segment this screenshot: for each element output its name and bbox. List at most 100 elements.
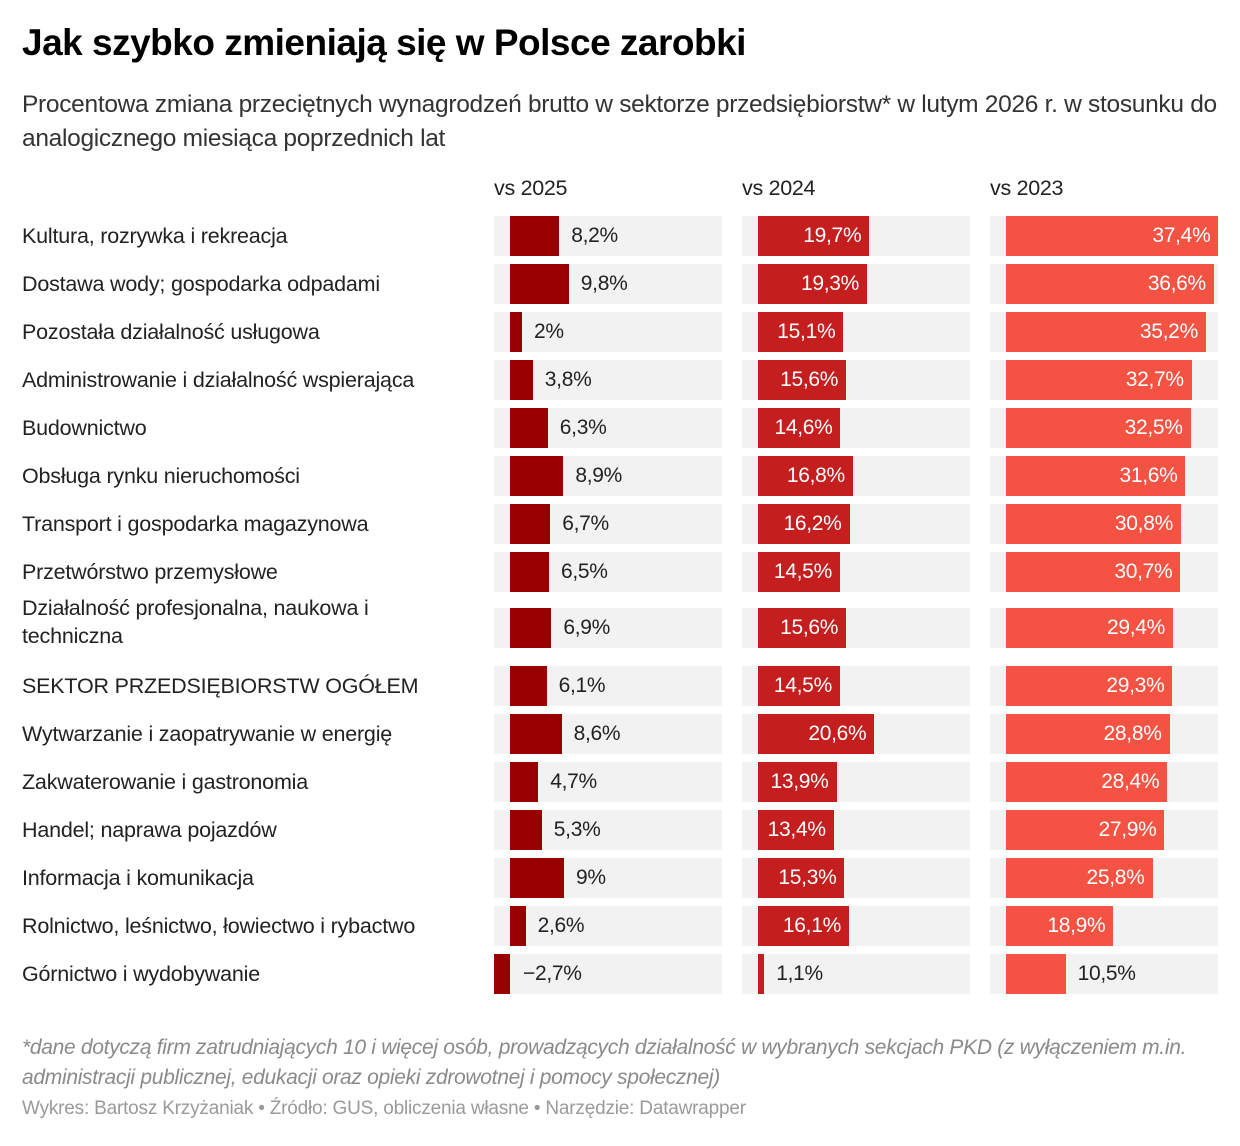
bar-track: 8,2%: [494, 216, 722, 256]
value-label: 13,4%: [767, 818, 826, 841]
bar: [1006, 456, 1186, 496]
bar-track: 20,6%: [742, 714, 970, 754]
value-label: 20,6%: [808, 722, 867, 745]
value-label: 16,1%: [782, 914, 841, 937]
bar: [758, 906, 849, 946]
value-label: −2,7%: [523, 962, 582, 985]
category-label: Handel; naprawa pojazdów: [22, 818, 277, 842]
bar: [758, 608, 847, 648]
bar-track: 29,4%: [990, 608, 1218, 648]
value-label: 31,6%: [1119, 464, 1178, 487]
bar-track: 13,4%: [742, 810, 970, 850]
value-label: 30,8%: [1114, 512, 1173, 535]
value-label: 3,8%: [544, 368, 592, 391]
category-label: Transport i gospodarka magazynowa: [22, 512, 369, 536]
bar: [1006, 360, 1192, 400]
bar: [758, 360, 847, 400]
chart-subtitle: Procentowa zmiana przeciętnych wynagrodz…: [22, 91, 1217, 152]
bar: [510, 312, 522, 352]
value-label: 15,3%: [778, 866, 837, 889]
value-label: 6,3%: [559, 416, 607, 439]
bar-track: 15,1%: [742, 312, 970, 352]
category-label: Pozostała działalność usługowa: [22, 320, 320, 344]
value-label: 4,7%: [550, 770, 597, 793]
value-label: 14,5%: [773, 560, 832, 583]
bar: [758, 312, 844, 352]
value-label: 6,9%: [563, 616, 611, 639]
value-label: 30,7%: [1114, 560, 1173, 583]
bar: [758, 762, 837, 802]
bar: [510, 264, 569, 304]
bar: [510, 810, 542, 850]
bar-track: 31,6%: [990, 456, 1218, 496]
bar: [1006, 666, 1173, 706]
bar-track: 19,7%: [742, 216, 970, 256]
bar: [758, 666, 840, 706]
value-label: 6,1%: [558, 674, 606, 697]
bar: [510, 360, 533, 400]
bar-track: 16,8%: [742, 456, 970, 496]
value-label: 9,8%: [580, 272, 628, 295]
bar: [1006, 762, 1168, 802]
bar-track: 14,5%: [742, 666, 970, 706]
category-label: Informacja i komunikacja: [22, 866, 254, 890]
category-label: Budownictwo: [22, 416, 147, 440]
value-label: 27,9%: [1098, 818, 1157, 841]
value-label: 16,8%: [786, 464, 845, 487]
value-label: 16,2%: [783, 512, 842, 535]
category-label: Rolnictwo, leśnictwo, łowiectwo i rybact…: [22, 914, 416, 938]
bar-track: 8,9%: [494, 456, 722, 496]
bar: [510, 762, 539, 802]
bar-track: 28,4%: [990, 762, 1218, 802]
bar: [758, 858, 845, 898]
bar: [758, 810, 834, 850]
bar: [758, 954, 765, 994]
bar: [1006, 954, 1066, 994]
category-label: SEKTOR PRZEDSIĘBIORSTW OGÓŁEM: [22, 674, 419, 698]
category-label: Zakwaterowanie i gastronomia: [22, 770, 308, 794]
bar: [494, 954, 511, 994]
bar: [510, 504, 551, 544]
bar-track: 30,8%: [990, 504, 1218, 544]
bar: [510, 906, 526, 946]
bar-track: 27,9%: [990, 810, 1218, 850]
value-label: 15,1%: [777, 320, 836, 343]
column-header-1: vs 2024: [742, 176, 816, 200]
column-header-2: vs 2023: [990, 176, 1064, 200]
bar: [758, 714, 875, 754]
bar: [1006, 810, 1165, 850]
value-label: 1,1%: [776, 962, 823, 985]
category-label: Działalność profesjonalna, naukowa i tec…: [22, 596, 369, 648]
bar-track: 18,9%: [990, 906, 1218, 946]
bar: [510, 858, 564, 898]
value-label: 28,4%: [1101, 770, 1160, 793]
bar: [758, 504, 850, 544]
value-label: 2%: [534, 320, 564, 343]
bar-track: 37,4%: [990, 216, 1219, 256]
value-label: 28,8%: [1103, 722, 1162, 745]
value-label: 14,6%: [774, 416, 833, 439]
bar: [1006, 608, 1173, 648]
bar: [1006, 408, 1191, 448]
value-label: 37,4%: [1152, 224, 1211, 247]
bar: [510, 408, 548, 448]
bar: [1006, 264, 1214, 304]
bar-track: 1,1%: [742, 954, 970, 994]
category-label: Dostawa wody; gospodarka odpadami: [22, 272, 380, 296]
bar: [510, 552, 549, 592]
chart-title: Jak szybko zmieniają się w Polsce zarobk…: [22, 22, 746, 63]
bar-track: 2,6%: [494, 906, 722, 946]
value-label: 15,6%: [780, 616, 839, 639]
bar-track: 15,3%: [742, 858, 970, 898]
value-label: 6,7%: [562, 512, 609, 535]
category-label: Administrowanie i działalność wspierając…: [22, 368, 415, 392]
bar-track: 6,5%: [494, 552, 722, 592]
bar-track: 35,2%: [990, 312, 1218, 352]
category-label: Kultura, rozrywka i rekreacja: [22, 224, 288, 248]
bar-track: 32,5%: [990, 408, 1218, 448]
bar-track: 29,3%: [990, 666, 1218, 706]
category-label: Obsługa rynku nieruchomości: [22, 464, 300, 488]
value-label: 32,7%: [1125, 368, 1184, 391]
value-label: 6,5%: [561, 560, 608, 583]
bar: [758, 456, 853, 496]
